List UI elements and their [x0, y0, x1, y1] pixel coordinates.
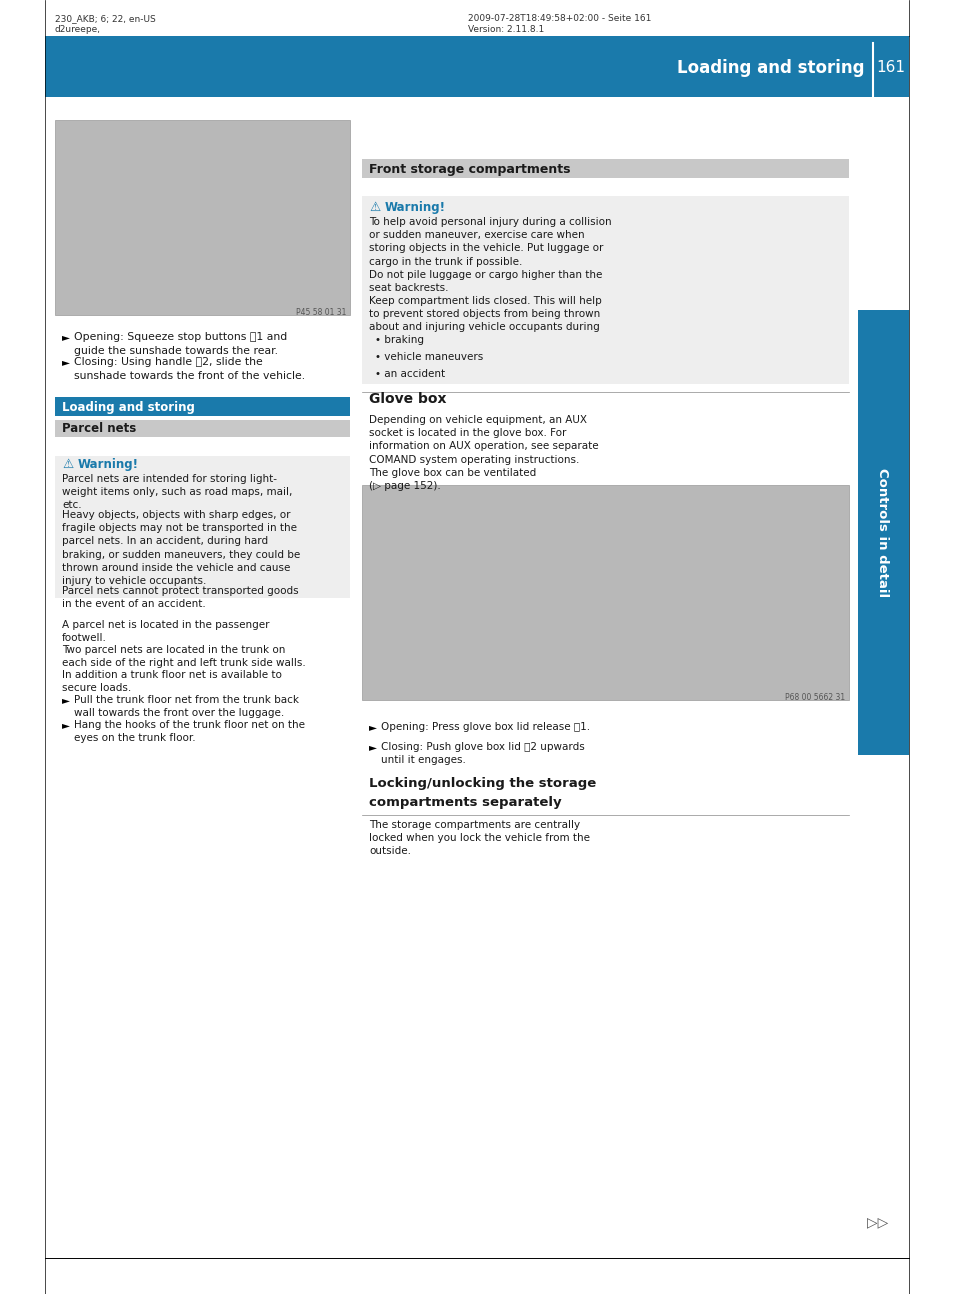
Text: 161: 161: [876, 61, 904, 75]
Bar: [857, 311, 908, 754]
Text: The glove box can be ventilated
(▷ page 152).: The glove box can be ventilated (▷ page …: [369, 468, 536, 492]
Text: ▷▷: ▷▷: [866, 1215, 887, 1229]
Text: To help avoid personal injury during a collision
or sudden maneuver, exercise ca: To help avoid personal injury during a c…: [369, 217, 611, 267]
Text: Parcel nets cannot protect transported goods
in the event of an accident.: Parcel nets cannot protect transported g…: [62, 586, 298, 609]
Bar: [55, 397, 350, 415]
Bar: [361, 195, 848, 384]
Text: P45 58 01 31: P45 58 01 31: [295, 308, 346, 317]
Text: compartments separately: compartments separately: [369, 796, 561, 809]
Text: ►: ►: [369, 741, 376, 752]
Text: Closing: Using handle ␲2, slide the
sunshade towards the front of the vehicle.: Closing: Using handle ␲2, slide the suns…: [74, 357, 305, 380]
Text: In addition a trunk floor net is available to
secure loads.: In addition a trunk floor net is availab…: [62, 670, 281, 694]
Bar: [361, 485, 848, 700]
Text: ⚠: ⚠: [369, 201, 380, 214]
Text: ►: ►: [62, 719, 70, 730]
Text: P68 00 5662 31: P68 00 5662 31: [784, 694, 844, 703]
Text: Glove box: Glove box: [369, 392, 446, 406]
Bar: [361, 159, 848, 179]
Text: Controls in detail: Controls in detail: [876, 468, 888, 598]
Text: Pull the trunk floor net from the trunk back
wall towards the front over the lug: Pull the trunk floor net from the trunk …: [74, 695, 298, 718]
Text: • vehicle maneuvers: • vehicle maneuvers: [375, 352, 483, 362]
Text: ►: ►: [62, 333, 70, 342]
Text: Warning!: Warning!: [385, 201, 446, 214]
Text: Heavy objects, objects with sharp edges, or
fragile objects may not be transport: Heavy objects, objects with sharp edges,…: [62, 510, 300, 586]
Text: Parcel nets: Parcel nets: [62, 422, 136, 435]
Bar: [45, 36, 908, 97]
Bar: [55, 421, 350, 437]
Text: Locking/unlocking the storage: Locking/unlocking the storage: [369, 776, 596, 791]
Text: Two parcel nets are located in the trunk on
each side of the right and left trun: Two parcel nets are located in the trunk…: [62, 644, 305, 668]
Text: ⚠: ⚠: [62, 458, 73, 471]
Text: ►: ►: [62, 695, 70, 705]
Text: Parcel nets are intended for storing light-
weight items only, such as road maps: Parcel nets are intended for storing lig…: [62, 474, 292, 510]
Text: • an accident: • an accident: [375, 369, 445, 379]
Text: Depending on vehicle equipment, an AUX
socket is located in the glove box. For
i: Depending on vehicle equipment, an AUX s…: [369, 415, 598, 465]
Text: ►: ►: [369, 722, 376, 732]
Text: 230_AKB; 6; 22, en-US: 230_AKB; 6; 22, en-US: [55, 14, 155, 23]
Text: • braking: • braking: [375, 335, 423, 345]
Text: Warning!: Warning!: [78, 458, 139, 471]
Text: Version: 2.11.8.1: Version: 2.11.8.1: [468, 25, 543, 34]
Text: Front storage compartments: Front storage compartments: [369, 163, 570, 176]
Text: Keep compartment lids closed. This will help
to prevent stored objects from bein: Keep compartment lids closed. This will …: [369, 296, 601, 333]
Bar: [55, 120, 350, 314]
Text: Closing: Push glove box lid ␲2 upwards
until it engages.: Closing: Push glove box lid ␲2 upwards u…: [380, 741, 584, 765]
Text: Loading and storing: Loading and storing: [62, 401, 194, 414]
Text: The storage compartments are centrally
locked when you lock the vehicle from the: The storage compartments are centrally l…: [369, 820, 589, 857]
Text: Hang the hooks of the trunk floor net on the
eyes on the trunk floor.: Hang the hooks of the trunk floor net on…: [74, 719, 305, 743]
Bar: [55, 455, 350, 598]
Text: Loading and storing: Loading and storing: [677, 60, 864, 78]
Text: 2009-07-28T18:49:58+02:00 - Seite 161: 2009-07-28T18:49:58+02:00 - Seite 161: [468, 14, 651, 23]
Text: Opening: Squeeze stop buttons ␱1 and
guide the sunshade towards the rear.: Opening: Squeeze stop buttons ␱1 and gui…: [74, 333, 287, 356]
Text: Opening: Press glove box lid release ␱1.: Opening: Press glove box lid release ␱1.: [380, 722, 590, 732]
Text: A parcel net is located in the passenger
footwell.: A parcel net is located in the passenger…: [62, 620, 269, 643]
Text: d2ureepe,: d2ureepe,: [55, 25, 101, 34]
Text: Do not pile luggage or cargo higher than the
seat backrests.: Do not pile luggage or cargo higher than…: [369, 270, 601, 294]
Text: ►: ►: [62, 357, 70, 367]
